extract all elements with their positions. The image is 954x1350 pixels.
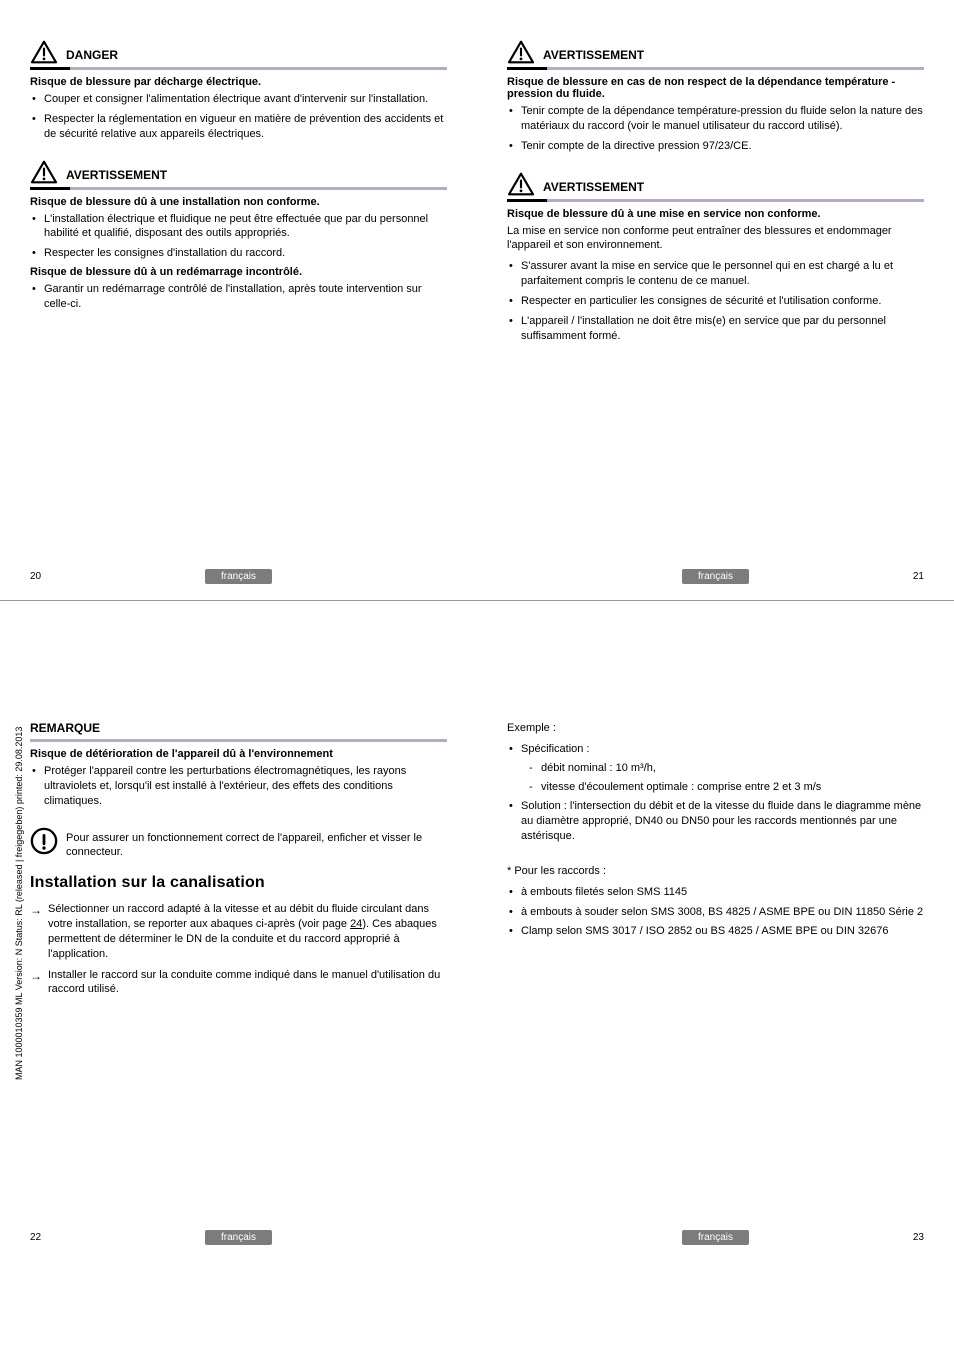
danger-item: Couper et consigner l'alimentation élect… (30, 92, 447, 107)
avert2-rule (507, 199, 924, 202)
avert-item: Garantir un redémarrage contrôlé de l'in… (30, 282, 447, 312)
warning-triangle-icon (30, 160, 58, 184)
lang-pill: français (682, 1230, 749, 1245)
lang-pill: français (205, 1230, 272, 1245)
remarque-sub: Risque de détérioration de l'appareil dû… (30, 748, 447, 760)
avert-block: AVERTISSEMENT Risque de blessure dû à un… (30, 160, 447, 312)
info-circle-icon (30, 827, 58, 855)
avert2-item: Respecter en particulier les consignes d… (507, 294, 924, 309)
spec-item: débit nominal : 10 m³/h, (521, 761, 924, 776)
warning-triangle-icon (507, 40, 535, 64)
avert1-block: AVERTISSEMENT Risque de blessure en cas … (507, 40, 924, 154)
spec-item: vitesse d'écoulement optimale : comprise… (521, 780, 924, 795)
page-footer: français 23 (507, 1230, 924, 1245)
avert1-title: AVERTISSEMENT (543, 48, 644, 64)
solution-item: Solution : l'intersection du débit et de… (507, 799, 924, 844)
lang-pill: français (205, 569, 272, 584)
avert1-item: Tenir compte de la directive pression 97… (507, 139, 924, 154)
footnote-item: Clamp selon SMS 3017 / ISO 2852 ou BS 48… (507, 924, 924, 939)
avert2-block: AVERTISSEMENT Risque de blessure dû à un… (507, 172, 924, 344)
note-text: Pour assurer un fonctionnement correct d… (66, 827, 447, 861)
footnote-item: à embouts filetés selon SMS 1145 (507, 885, 924, 900)
avert-item: Respecter les consignes d'installation d… (30, 246, 447, 261)
page-number: 22 (30, 1232, 60, 1243)
remarque-title: REMARQUE (30, 721, 447, 735)
footnote-label: * Pour les raccords : (507, 864, 924, 879)
page-number: 23 (894, 1232, 924, 1243)
remarque-item: Protéger l'appareil contre les perturbat… (30, 764, 447, 809)
avert-rule (30, 187, 447, 190)
page-22: REMARQUE Risque de détérioration de l'ap… (0, 601, 477, 1261)
danger-rule (30, 67, 447, 70)
footnote-item: à embouts à souder selon SMS 3008, BS 48… (507, 905, 924, 920)
step-item: Sélectionner un raccord adapté à la vite… (30, 902, 447, 961)
avert1-rule (507, 67, 924, 70)
remarque-rule (30, 739, 447, 742)
spec-label-text: Spécification : (521, 743, 589, 755)
step-item: Installer le raccord sur la conduite com… (30, 968, 447, 998)
avert2-lead: La mise en service non conforme peut ent… (507, 224, 924, 254)
warning-triangle-icon (30, 40, 58, 64)
danger-item: Respecter la réglementation en vigueur e… (30, 112, 447, 142)
spec-label: Spécification : débit nominal : 10 m³/h,… (507, 742, 924, 795)
page-23: Exemple : Spécification : débit nominal … (477, 601, 954, 1261)
danger-subhead: Risque de blessure par décharge électriq… (30, 76, 447, 88)
avert2-item: S'assurer avant la mise en service que l… (507, 259, 924, 289)
page-grid: DANGER Risque de blessure par décharge é… (0, 0, 954, 1261)
page-ref-link[interactable]: 24 (350, 918, 362, 930)
avert2-title: AVERTISSEMENT (543, 180, 644, 196)
avert2-sub: Risque de blessure dû à une mise en serv… (507, 208, 924, 220)
page-21: AVERTISSEMENT Risque de blessure en cas … (477, 0, 954, 600)
section-heading: Installation sur la canalisation (30, 874, 447, 892)
warning-triangle-icon (507, 172, 535, 196)
avert1-item: Tenir compte de la dépendance températur… (507, 104, 924, 134)
avert-sub2: Risque de blessure dû à un redémarrage i… (30, 266, 447, 278)
remarque-block: REMARQUE Risque de détérioration de l'ap… (30, 721, 447, 809)
danger-title: DANGER (66, 48, 118, 64)
page-footer: 20 français (30, 569, 447, 584)
avert2-item: L'appareil / l'installation ne doit être… (507, 314, 924, 344)
avert-item: L'installation électrique et fluidique n… (30, 212, 447, 242)
page-20: DANGER Risque de blessure par décharge é… (0, 0, 477, 600)
avert-sub1: Risque de blessure dû à une installation… (30, 196, 447, 208)
danger-block: DANGER Risque de blessure par décharge é… (30, 40, 447, 142)
page-footer: français 21 (507, 569, 924, 584)
avert-title: AVERTISSEMENT (66, 168, 167, 184)
example-label: Exemple : (507, 721, 924, 736)
avert1-sub: Risque de blessure en cas de non respect… (507, 76, 924, 100)
page-footer: 22 français (30, 1230, 447, 1245)
page-number: 21 (894, 571, 924, 582)
lang-pill: français (682, 569, 749, 584)
page-number: 20 (30, 571, 60, 582)
note-inline: Pour assurer un fonctionnement correct d… (30, 827, 447, 861)
